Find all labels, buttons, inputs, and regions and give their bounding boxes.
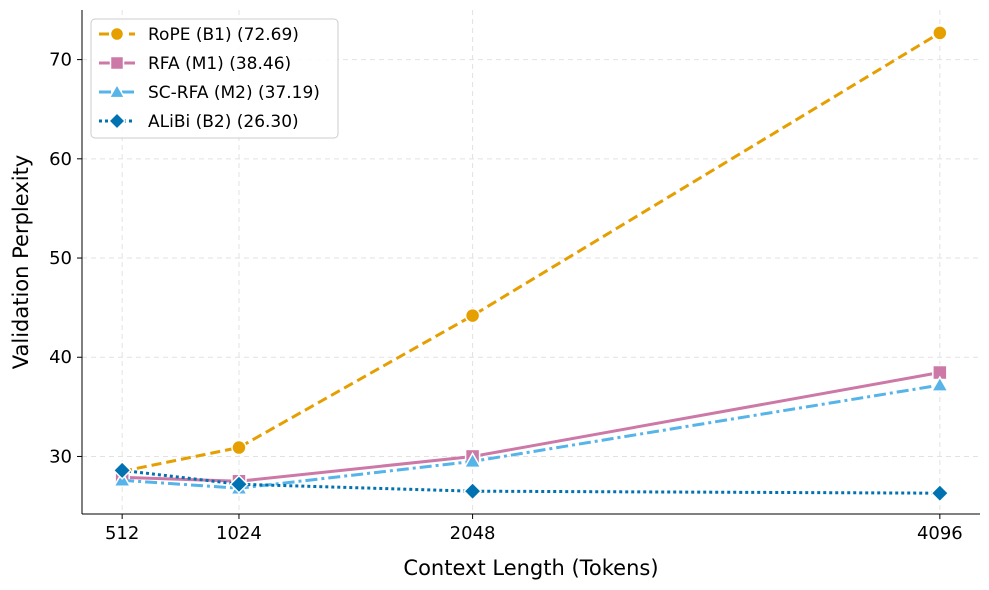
x-tick-label: 512: [105, 523, 139, 544]
legend-marker: [107, 111, 127, 131]
series-line: [122, 371, 941, 483]
data-point: [464, 307, 481, 324]
y-tick-label: 50: [49, 248, 72, 269]
series-1: [114, 364, 948, 490]
legend-entry: RFA (M1) (38.46): [99, 54, 291, 74]
legend-entry: RoPE (B1) (72.69): [99, 25, 299, 45]
legend: RoPE (B1) (72.69) RFA (M1) (38.46) SC-RFA …: [90, 18, 339, 139]
series-line: [121, 468, 940, 495]
y-tick-label: 60: [49, 149, 72, 170]
data-point: [231, 439, 247, 456]
y-tick-label: 30: [49, 446, 72, 467]
legend-marker: [109, 55, 125, 71]
data-point: [112, 460, 132, 480]
x-tick-label: 1024: [216, 523, 262, 544]
legend-label: RoPE (B1) (72.69): [148, 25, 299, 45]
series-line: [121, 31, 941, 473]
data-point: [930, 375, 950, 392]
y-axis-label: Validation Perplexity: [9, 155, 33, 369]
y-tick-label: 40: [49, 347, 72, 368]
data-point: [229, 474, 249, 494]
x-axis-label: Context Length (Tokens): [403, 556, 658, 580]
x-tick-label: 2048: [450, 523, 496, 544]
legend-label: ALiBi (B2) (26.30): [148, 112, 299, 132]
legend-marker: [108, 82, 126, 99]
legend-label: SC-RFA (M2) (37.19): [148, 83, 320, 103]
legend-entry: SC-RFA (M2) (37.19): [99, 82, 320, 103]
x-tick-label: 4096: [917, 523, 963, 544]
legend-marker: [109, 26, 125, 42]
legend-label: RFA (M1) (38.46): [148, 54, 291, 74]
series-line: [122, 383, 941, 490]
series-layer: [112, 25, 950, 503]
data-point: [463, 481, 483, 501]
axes: [81, 10, 980, 515]
ticks: 512 1024 2048 4096 30 40 50 60 70: [49, 50, 963, 544]
data-point: [932, 25, 948, 41]
legend-box: [90, 18, 339, 139]
series-3: [112, 460, 950, 503]
legend-entry: ALiBi (B2) (26.30): [99, 111, 299, 132]
data-point: [930, 483, 950, 503]
y-tick-label: 70: [49, 50, 72, 71]
data-point: [463, 451, 482, 469]
